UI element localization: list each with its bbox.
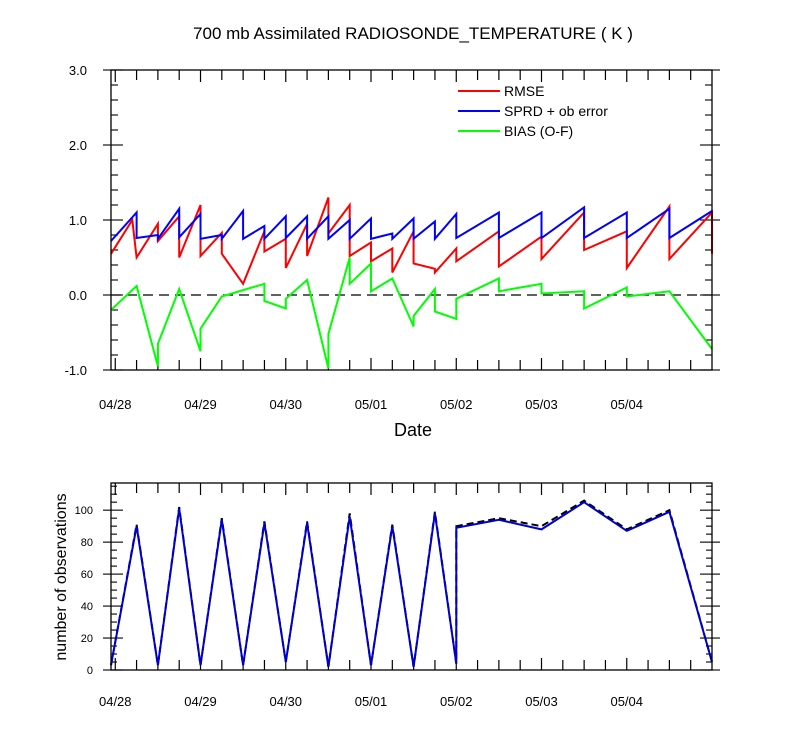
x-tick-label: 05/03 [525, 397, 558, 412]
x-tick-label: 04/29 [184, 397, 217, 412]
y-tick-label: 20 [81, 633, 93, 645]
y-tick-label: 2.0 [69, 138, 87, 153]
y-tick-label: -1.0 [65, 363, 87, 378]
series-line-assimilated-observations [110, 501, 713, 667]
x-tick-label: 04/28 [99, 397, 132, 412]
series-line-rmse [110, 197, 713, 286]
y-tick-label: 80 [81, 537, 93, 549]
x-tick-label: 04/30 [269, 694, 302, 709]
series-line-possible-observations [110, 499, 713, 667]
legend: RMSE SPRD + ob error BIAS (O-F) [458, 83, 608, 139]
x-tick-label: 05/03 [525, 694, 558, 709]
y-tick-label: 100 [75, 505, 93, 517]
legend-label: SPRD + ob error [504, 103, 608, 119]
x-axis-label: Date [394, 420, 432, 440]
x-tick-label: 04/30 [269, 397, 302, 412]
x-tick-label: 04/29 [184, 694, 217, 709]
bottom-x-tick-labels: 04/28 04/29 04/30 05/01 05/02 05/03 05/04 [99, 694, 643, 709]
top-series-group [110, 197, 713, 369]
bottom-panel: 0 20 40 60 80 100 04/28 04/29 04/30 05/01 05/02 05… [53, 482, 720, 709]
x-tick-label: 05/01 [355, 694, 388, 709]
x-tick-label: 05/04 [610, 694, 643, 709]
y-tick-label: 0.0 [69, 288, 87, 303]
series-line-bias-o-f [110, 257, 713, 369]
y-tick-label: 40 [81, 601, 93, 613]
top-panel: 3.0 2.0 1.0 0.0 -1.0 04/28 04/29 04/30 05/01 05/… [65, 63, 720, 440]
y-tick-label: 0 [87, 665, 93, 677]
y-tick-label: 60 [81, 569, 93, 581]
series-line-sprd-ob-error [110, 205, 713, 242]
y-axis-label: number of observations [53, 493, 70, 660]
x-tick-label: 05/04 [610, 397, 643, 412]
top-x-tick-labels: 04/28 04/29 04/30 05/01 05/02 05/03 05/04 [99, 397, 643, 412]
bottom-y-tick-labels: 0 20 40 60 80 100 [75, 505, 93, 677]
legend-label: BIAS (O-F) [504, 123, 573, 139]
bottom-series-group [110, 499, 713, 667]
top-y-tick-labels: 3.0 2.0 1.0 0.0 -1.0 [65, 63, 87, 378]
y-tick-label: 3.0 [69, 63, 87, 78]
bottom-axis-ticks [103, 483, 720, 671]
y-tick-label: 1.0 [69, 213, 87, 228]
legend-label: RMSE [504, 83, 544, 99]
x-tick-label: 05/01 [355, 397, 388, 412]
x-tick-label: 05/02 [440, 694, 473, 709]
top-axis-ticks [103, 69, 720, 371]
x-tick-label: 04/28 [99, 694, 132, 709]
chart-title: 700 mb Assimilated RADIOSONDE_TEMPERATUR… [193, 24, 633, 43]
top-plot-frame [110, 69, 713, 371]
bottom-plot-frame [110, 482, 713, 671]
x-tick-label: 05/02 [440, 397, 473, 412]
